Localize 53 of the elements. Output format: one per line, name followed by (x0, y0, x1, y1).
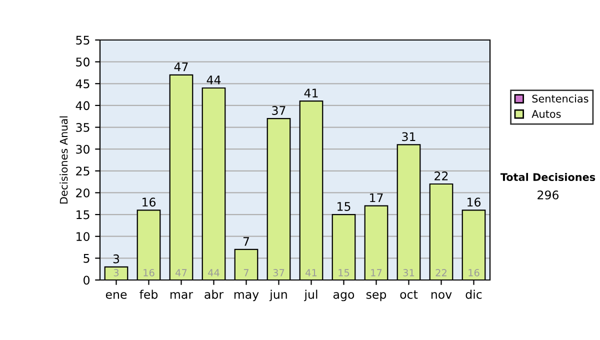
x-tick-label: mar (170, 292, 194, 299)
total-label: 22 (434, 171, 448, 180)
data-label: 37 (273, 269, 284, 276)
x-tick-label: jun (269, 290, 287, 302)
text: Total Decisiones (500, 172, 596, 182)
x-tick-label: may (234, 292, 259, 302)
data-label: 22 (436, 269, 446, 276)
data-label: 31 (403, 269, 414, 276)
total-label: 41 (304, 88, 318, 98)
data-label: 15 (338, 269, 350, 276)
data-label: 17 (371, 269, 382, 276)
total-label: 44 (206, 76, 221, 84)
y-tick-label: 40 (76, 101, 90, 110)
y-tick-label: 55 (76, 36, 90, 45)
x-tick-label: sep (366, 292, 386, 302)
y-tick-label: 35 (76, 122, 90, 132)
data-label: 3 (114, 269, 119, 276)
data-label: 41 (306, 269, 317, 276)
x-tick-label: oct (400, 290, 418, 299)
total-label: 17 (370, 193, 383, 202)
y-tick-label: 15 (76, 210, 90, 220)
x-tick-label: dic (466, 290, 482, 299)
data-label: 47 (176, 269, 187, 276)
x-tick-label: ene (106, 292, 127, 299)
x-tick-label: abr (204, 290, 224, 299)
total-label: 16 (468, 198, 481, 207)
y-tick-label: 45 (76, 80, 90, 88)
legend-label: Autos (532, 110, 561, 118)
y-tick-label: 25 (76, 166, 90, 176)
y-tick-label: 50 (76, 58, 90, 66)
data-label: 44 (208, 269, 220, 276)
total-label: 7 (243, 237, 249, 246)
y-tick-label: 20 (76, 188, 90, 198)
y-tick-label: 0 (84, 276, 90, 285)
total-label: 37 (272, 106, 286, 115)
y-tick-label: 10 (76, 232, 90, 242)
x-tick-label: jul (304, 290, 318, 302)
x-tick-label: nov (431, 292, 452, 299)
total-label: 31 (402, 132, 416, 142)
data-label: 16 (468, 269, 480, 276)
x-tick-label: feb (140, 290, 158, 299)
total-label: 47 (174, 62, 188, 72)
total-label: 3 (113, 254, 120, 264)
y-tick-label: 5 (84, 254, 90, 263)
data-label: 7 (244, 269, 249, 276)
y-tick-label: 30 (76, 144, 90, 154)
data-label: 16 (144, 269, 154, 276)
y-axis-title: Decisiones Anual (60, 116, 68, 204)
total-label: 16 (142, 198, 156, 207)
text: 296 (538, 190, 559, 200)
total-label: 15 (338, 202, 350, 211)
legend-label: Sentencias (532, 94, 588, 103)
x-tick-label: ago (333, 292, 354, 302)
